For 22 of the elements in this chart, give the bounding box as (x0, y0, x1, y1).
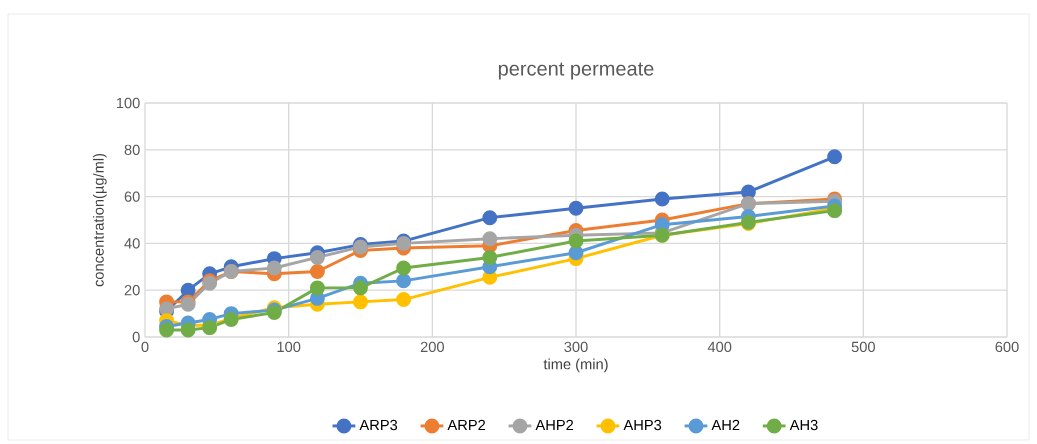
y-tick-label: 100 (116, 97, 140, 109)
y-tick-label: 0 (132, 331, 140, 343)
legend-label: ARP3 (359, 419, 398, 431)
y-tick-label: 60 (124, 191, 140, 202)
x-tick-label: 0 (141, 341, 149, 353)
x-tick-label: 400 (707, 341, 732, 353)
x-tick-label: 200 (420, 341, 444, 353)
legend-label: AH3 (789, 419, 818, 431)
legend-label: AHP3 (623, 419, 662, 431)
y-tick-label: 40 (124, 238, 140, 249)
x-tick-label: 500 (851, 341, 875, 353)
legend-label: ARP2 (447, 419, 486, 431)
y-tick-label: 20 (124, 285, 140, 296)
legend-label: AH2 (711, 419, 740, 431)
x-tick-label: 100 (277, 341, 301, 353)
chart-title: percent permeate (498, 62, 654, 80)
legend-label: AHP2 (535, 419, 574, 431)
x-axis-title: time (min) (543, 358, 608, 373)
y-tick-label: 80 (124, 144, 140, 155)
y-axis-title: concentration(µg/ml) (93, 153, 107, 287)
x-tick-label: 300 (564, 341, 588, 353)
x-tick-label: 600 (995, 341, 1019, 353)
